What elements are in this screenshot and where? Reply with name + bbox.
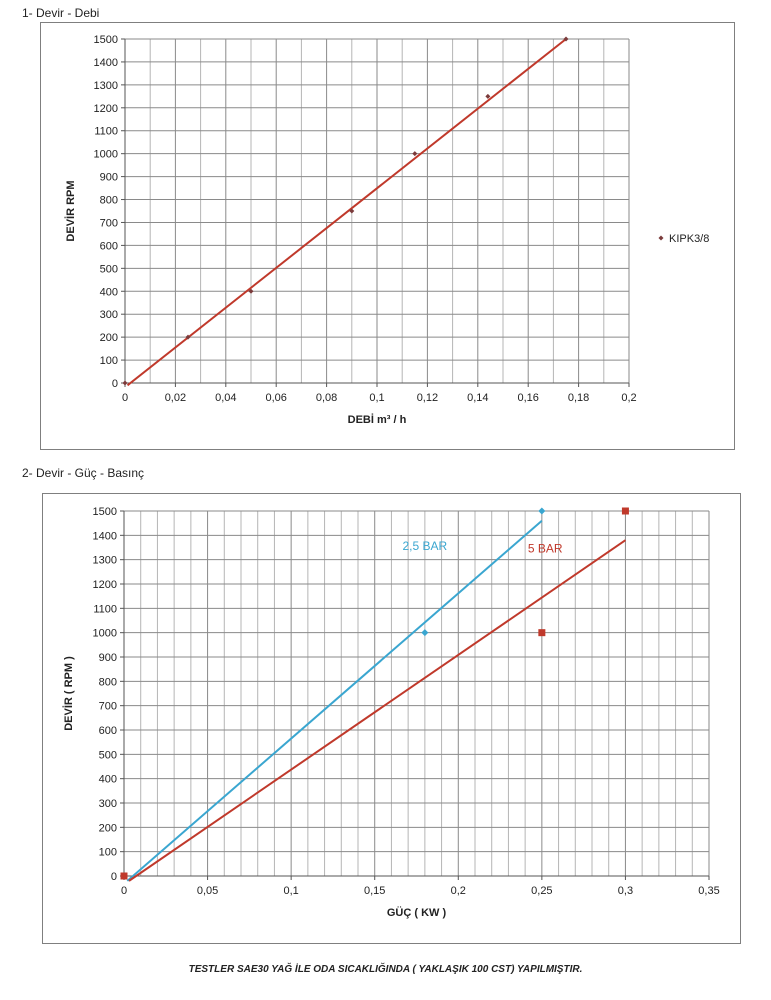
data-point [563,36,569,42]
y-tick-label: 900 [99,652,117,664]
x-axis-label: DEBİ m³ / h [348,413,407,426]
data-point [538,507,546,515]
y-tick-label: 1000 [94,149,118,161]
data-point [485,93,491,99]
y-tick-label: 500 [100,263,118,275]
trendline [126,519,543,882]
x-tick-label: 0,05 [197,885,218,897]
data-point [185,334,191,340]
y-tick-label: 200 [100,332,118,344]
plot-area [124,511,709,876]
data-point [122,380,128,386]
y-tick-label: 1200 [93,579,117,591]
y-tick-label: 400 [99,774,117,786]
y-tick-label: 600 [100,240,118,252]
y-tick-label: 1300 [93,555,117,567]
y-axis-label: DEVİR RPM [64,180,77,241]
y-tick-label: 100 [99,847,117,859]
x-tick-label: 0 [122,392,128,404]
x-tick-label: 0,08 [316,392,337,404]
y-tick-label: 300 [99,798,117,810]
x-tick-label: 0,35 [698,885,719,897]
data-point [120,872,128,880]
y-tick-label: 700 [99,701,117,713]
series-label: 5 BAR [528,541,563,555]
data-point [412,151,418,157]
x-tick-label: 0 [121,885,127,897]
data-point [538,629,546,637]
chart2-section-title: 2- Devir - Güç - Basınç [22,466,145,480]
data-point [421,629,429,637]
x-tick-label: 0,25 [531,885,552,897]
y-tick-label: 1300 [94,80,118,92]
x-tick-label: 0,1 [369,392,384,404]
trendline [128,539,626,882]
y-axis-label: DEVİR ( RPM ) [62,656,75,731]
y-tick-label: 1000 [93,628,117,640]
y-tick-label: 1100 [94,126,118,138]
y-tick-label: 900 [100,172,118,184]
data-point [248,288,254,294]
x-tick-label: 0,14 [467,392,488,404]
y-tick-label: 800 [99,676,117,688]
y-tick-label: 0 [111,871,117,883]
y-tick-label: 300 [100,309,118,321]
y-tick-label: 200 [99,822,117,834]
y-tick-label: 1500 [94,34,118,46]
data-point [349,208,355,214]
x-tick-label: 0,18 [568,392,589,404]
legend-label: KIPK3/8 [669,233,709,245]
y-tick-label: 1500 [93,506,117,518]
x-tick-label: 0,2 [621,392,636,404]
x-tick-label: 0,2 [451,885,466,897]
series-label: 2,5 BAR [403,539,448,553]
y-tick-label: 800 [100,195,118,207]
y-tick-label: 400 [100,286,118,298]
legend-marker [658,235,664,241]
y-tick-label: 600 [99,725,117,737]
x-tick-label: 0,15 [364,885,385,897]
x-tick-label: 0,12 [417,392,438,404]
x-tick-label: 0,16 [517,392,538,404]
y-tick-label: 1200 [94,103,118,115]
y-tick-label: 1400 [93,530,117,542]
data-point [621,507,629,515]
x-tick-label: 0,3 [618,885,633,897]
trendline [126,38,567,387]
x-axis-label: GÜÇ ( KW ) [387,906,447,919]
footer-note: TESTLER SAE30 YAĞ İLE ODA SICAKLIĞINDA (… [188,964,583,975]
y-tick-label: 700 [100,217,118,229]
x-tick-label: 0,06 [265,392,286,404]
chart1-section-title: 1- Devir - Debi [22,6,100,20]
y-tick-label: 1400 [94,57,118,69]
y-tick-label: 0 [112,378,118,390]
y-tick-label: 100 [100,355,118,367]
y-tick-label: 500 [99,749,117,761]
x-tick-label: 0,1 [283,885,298,897]
x-tick-label: 0,04 [215,392,236,404]
y-tick-label: 1100 [93,603,117,615]
x-tick-label: 0,02 [165,392,186,404]
